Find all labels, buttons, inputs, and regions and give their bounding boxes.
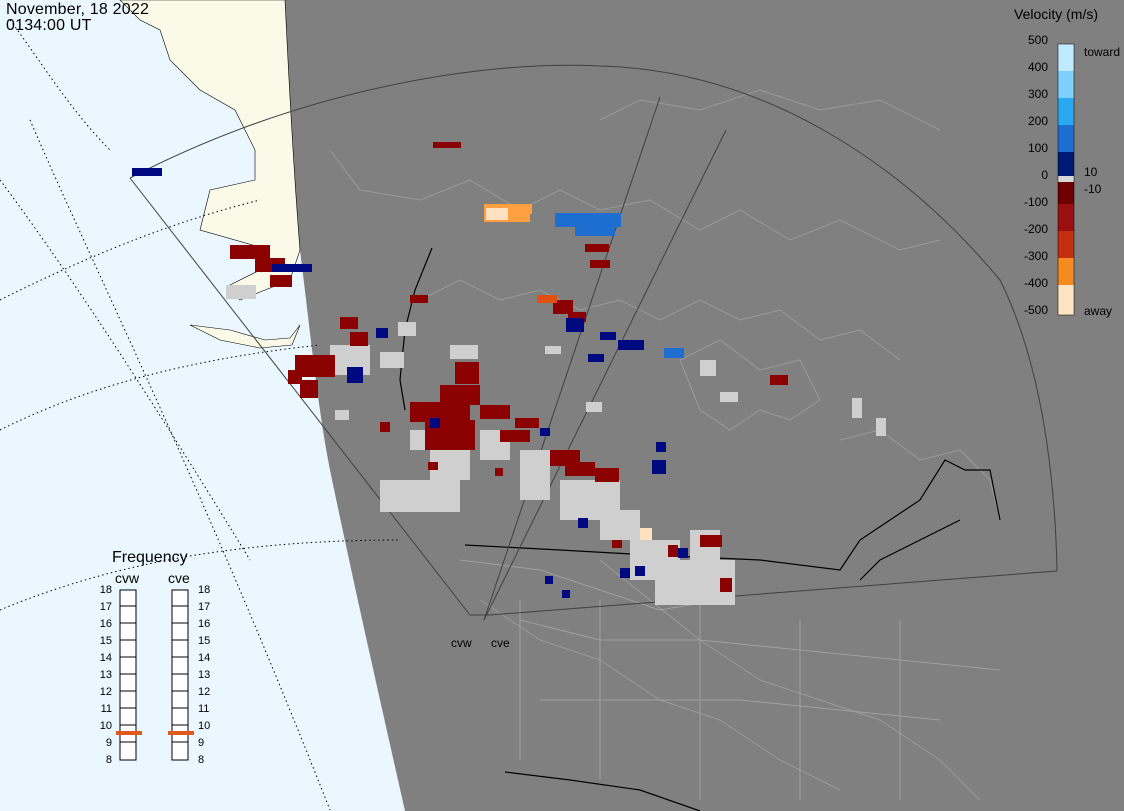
colorbar-toward-label: toward xyxy=(1084,45,1121,59)
frequency-radar-cvw: cvw xyxy=(115,570,140,586)
colorbar-title: Velocity (m/s) xyxy=(1014,6,1099,22)
colorbar-tick: 100 xyxy=(1027,141,1048,155)
frequency-level-label: 10 xyxy=(198,720,211,732)
colorbar-away-label: away xyxy=(1084,304,1113,318)
colorbar-tick: 200 xyxy=(1027,114,1048,128)
frequency-level-label: 18 xyxy=(198,584,211,596)
site-label-cve: cve xyxy=(491,636,510,650)
colorbar-tick: -300 xyxy=(1023,249,1048,263)
velocity-toward xyxy=(132,168,688,598)
frequency-level-label: 8 xyxy=(105,754,112,766)
velocity-away xyxy=(230,142,788,592)
colorbar-tick: -500 xyxy=(1023,303,1048,317)
colorbar-tick: 400 xyxy=(1027,60,1048,74)
date-label: November, 18 2022 xyxy=(6,1,150,18)
site-label-cvw: cvw xyxy=(451,636,472,650)
colorbar-zero-lower-label: -10 xyxy=(1084,182,1102,196)
aleutians xyxy=(189,324,301,349)
frequency-title: Frequency xyxy=(112,549,188,566)
colorbar-tick: 0 xyxy=(1041,168,1048,182)
frequency-level-label: 13 xyxy=(198,669,211,681)
frequency-level-label: 18 xyxy=(99,584,112,596)
colorbar-tick: -100 xyxy=(1023,195,1048,209)
frequency-level-label: 17 xyxy=(99,601,112,613)
frequency-level-label: 16 xyxy=(99,618,112,630)
frequency-scale-cvw xyxy=(119,589,137,761)
frequency-level-label: 11 xyxy=(100,703,112,715)
velocity-away-strong xyxy=(537,295,557,303)
frequency-level-label: 9 xyxy=(105,737,112,749)
frequency-level-label: 10 xyxy=(99,720,112,732)
frequency-level-label: 8 xyxy=(198,754,205,766)
frequency-level-label: 12 xyxy=(198,686,211,698)
frequency-level-label: 15 xyxy=(99,635,112,647)
time-label: 0134:00 UT xyxy=(6,17,92,34)
frequency-level-label: 9 xyxy=(198,737,205,749)
ground-scatter xyxy=(226,285,886,605)
velocity-colorbar xyxy=(1057,43,1075,316)
colorbar-tick: -200 xyxy=(1023,222,1048,236)
frequency-radar-cve: cve xyxy=(168,570,190,586)
frequency-level-label: 16 xyxy=(198,618,211,630)
radar-site-markers xyxy=(478,619,491,625)
velocity-toward-strong xyxy=(555,213,684,358)
us-state-lines xyxy=(459,559,1001,800)
frequency-level-label: 15 xyxy=(198,635,211,647)
frequency-scale-cve xyxy=(171,589,189,761)
colorbar-zero-upper-label: 10 xyxy=(1084,165,1098,179)
frequency-level-label: 14 xyxy=(198,652,211,664)
frequency-level-label: 13 xyxy=(99,669,112,681)
frequency-level-label: 11 xyxy=(198,703,210,715)
colorbar-tick: -400 xyxy=(1023,276,1048,290)
land-daylight xyxy=(119,0,301,301)
frequency-level-label: 14 xyxy=(99,652,112,664)
frequency-level-label: 17 xyxy=(198,601,211,613)
land-shaded xyxy=(285,0,1124,811)
frequency-level-label: 12 xyxy=(99,686,112,698)
lat-lon-grid xyxy=(0,19,401,811)
colorbar-tick: 300 xyxy=(1027,87,1048,101)
colorbar-tick: 500 xyxy=(1027,33,1048,47)
velocity-away-max xyxy=(486,208,652,540)
